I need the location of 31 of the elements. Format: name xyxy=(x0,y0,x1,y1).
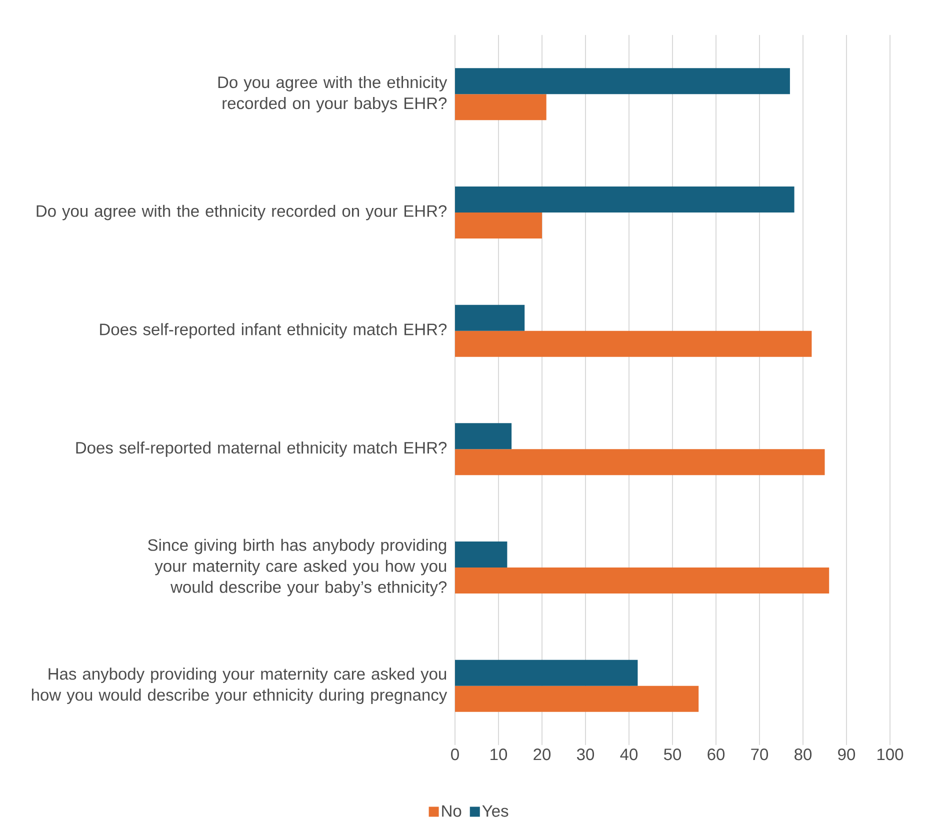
x-tick-label: 60 xyxy=(708,748,725,760)
x-tick-label: 0 xyxy=(451,748,459,760)
bar xyxy=(455,330,812,357)
bar xyxy=(455,186,794,213)
x-tick-label: 10 xyxy=(490,748,508,760)
y-tick-label: Does self-reported maternal ethnicity match EHR? xyxy=(76,441,447,457)
y-tick-label: Does self-reported infant ethnicity match EHR? xyxy=(100,323,447,339)
bar xyxy=(455,304,525,331)
bar xyxy=(455,660,638,686)
bar xyxy=(455,423,512,450)
bar xyxy=(455,68,790,94)
x-tick-label: 20 xyxy=(534,748,551,760)
legend-label: Yes xyxy=(482,805,508,817)
x-tick-label: 40 xyxy=(620,748,638,760)
bar xyxy=(455,542,508,568)
bar xyxy=(455,568,830,594)
y-tick-label: Do you agree with the ethnicity recorded on your babys EHR? xyxy=(218,76,448,112)
y-tick-label: Since giving birth has anybody providing your maternity care asked you how you would describe your baby’s ethnicity? xyxy=(148,538,447,596)
x-tick-label: 90 xyxy=(838,748,856,760)
y-tick-label: Has anybody providing your maternity care asked you how you would describe your ethnicity during pregnancy xyxy=(32,668,448,704)
x-tick-label: 50 xyxy=(664,748,682,760)
bar xyxy=(455,686,699,712)
bar xyxy=(455,449,825,476)
bar xyxy=(455,94,546,120)
x-tick-label: 30 xyxy=(576,748,594,760)
x-tick-label: 70 xyxy=(751,748,768,760)
y-tick-label: Do you agree with the ethnicity recorded on your EHR? xyxy=(36,204,447,220)
x-tick-label: 80 xyxy=(794,748,812,760)
x-tick-label: 100 xyxy=(877,748,904,760)
bar xyxy=(455,212,542,239)
legend-label: No xyxy=(442,805,462,817)
